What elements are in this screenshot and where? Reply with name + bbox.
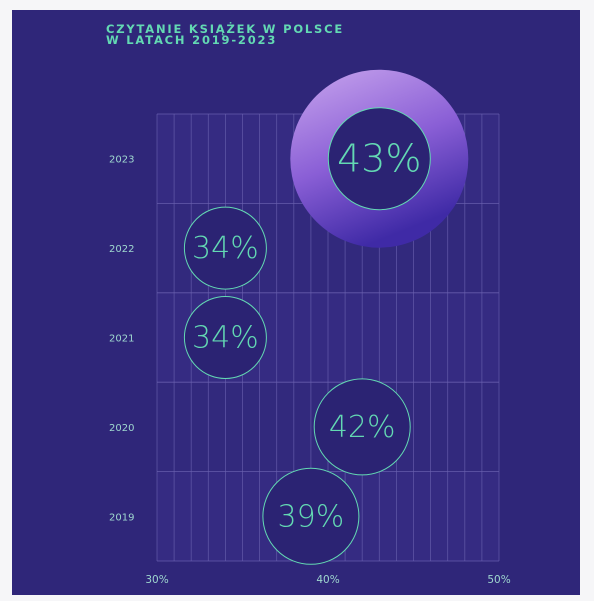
value-bubble [262, 467, 360, 565]
year-label: 2019 [109, 512, 134, 523]
chart-title-line-2: W LATACH 2019-2023 [106, 33, 278, 47]
value-label: 34% [192, 231, 259, 266]
value-label: 39% [278, 499, 345, 534]
value-bubble [183, 296, 267, 379]
value-bubble [327, 107, 431, 211]
year-label: 2020 [109, 423, 134, 434]
year-label: 2023 [109, 155, 134, 166]
x-tick-label: 30% [145, 574, 168, 586]
year-label: 2021 [109, 334, 134, 345]
value-bubble [313, 378, 411, 476]
value-bubble [183, 206, 267, 290]
chart-title-line-1: CZYTANIE KSIĄŻEK W POLSCE [106, 22, 345, 36]
chart-card: CZYTANIE KSIĄŻEK W POLSCE W LATACH 2019-… [12, 10, 580, 595]
chart-title: CZYTANIE KSIĄŻEK W POLSCE W LATACH 2019-… [106, 22, 345, 47]
year-label: 2022 [109, 244, 134, 255]
value-label: 43% [337, 137, 421, 181]
x-tick-label: 40% [316, 574, 339, 586]
reading-chart: 30% 40% 50% 2023 43% 2022 34% 2021 34% 2020 42% 201… [109, 69, 511, 586]
value-label: 42% [329, 410, 396, 445]
x-tick-label: 50% [487, 574, 510, 586]
value-label: 34% [192, 321, 259, 356]
